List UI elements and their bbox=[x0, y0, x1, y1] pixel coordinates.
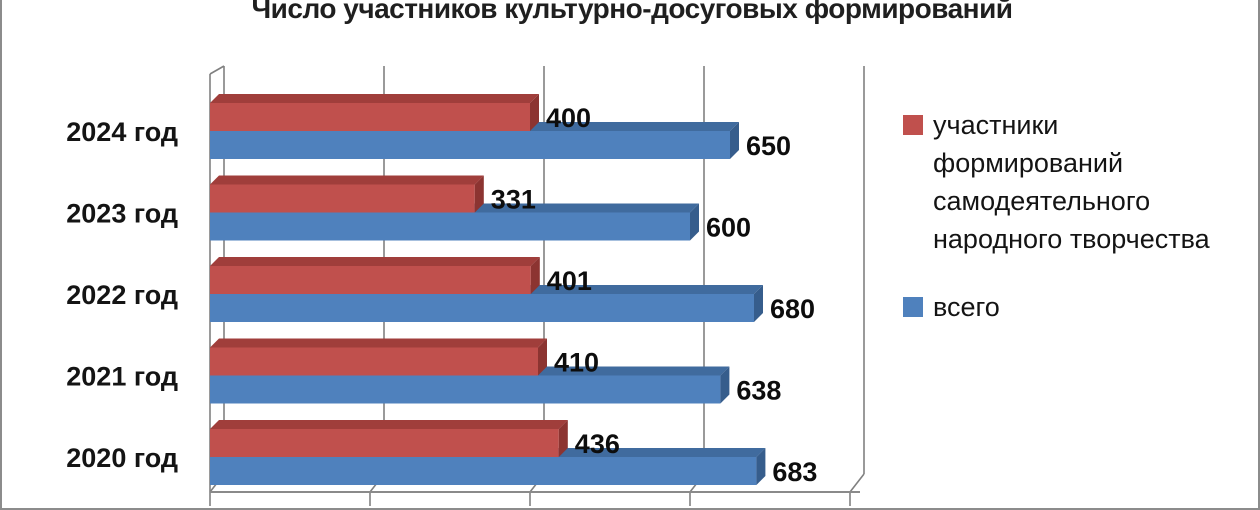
legend-swatch-red bbox=[903, 115, 923, 135]
bar-red-end-cap bbox=[538, 338, 547, 376]
bar-red-end-cap bbox=[530, 94, 539, 131]
bar-blue-end-cap bbox=[730, 122, 739, 159]
bar-red-top-face bbox=[210, 257, 540, 266]
bar-blue-2022 год bbox=[210, 294, 754, 322]
bar-blue-end-cap bbox=[720, 366, 730, 404]
bar-red-2020 год bbox=[210, 429, 559, 457]
data-label-blue: 600 bbox=[706, 213, 751, 243]
bar-red-2021 год bbox=[210, 347, 538, 376]
bar-red-end-cap bbox=[474, 175, 484, 213]
bar-blue-2023 год bbox=[210, 212, 690, 241]
bar-red-top-face bbox=[210, 338, 547, 348]
data-label-red: 331 bbox=[491, 185, 536, 215]
legend: участники формирований самодеятельного н… bbox=[903, 106, 1253, 326]
data-label-blue: 680 bbox=[770, 294, 815, 324]
legend-item-total: всего bbox=[903, 288, 1253, 326]
bar-blue-2020 год bbox=[210, 457, 757, 485]
bar-red-top-face bbox=[210, 175, 484, 185]
chart-title: Число участников культурно-досуговых фор… bbox=[251, 0, 1013, 24]
legend-label-participants: участники формирований самодеятельного н… bbox=[933, 110, 1210, 254]
bar-blue-end-cap bbox=[690, 203, 699, 241]
bar-blue-end-cap bbox=[756, 448, 766, 485]
bar-blue-end-cap bbox=[754, 285, 763, 322]
data-label-blue: 683 bbox=[772, 457, 817, 487]
data-label-blue: 638 bbox=[736, 376, 781, 406]
category-label: 2023 год bbox=[66, 199, 178, 229]
bar-red-2022 год bbox=[210, 266, 531, 294]
bar-red-end-cap bbox=[530, 257, 540, 294]
data-label-red: 410 bbox=[554, 348, 599, 378]
bar-blue-2024 год bbox=[210, 131, 730, 159]
data-label-red: 400 bbox=[546, 103, 591, 133]
bar-red-2023 год bbox=[210, 184, 475, 213]
category-label: 2020 год bbox=[66, 443, 178, 473]
category-label: 2024 год bbox=[66, 117, 178, 147]
category-label: 2022 год bbox=[66, 280, 178, 310]
legend-swatch-blue bbox=[903, 297, 923, 317]
bar-red-top-face bbox=[210, 94, 539, 103]
data-label-red: 436 bbox=[575, 429, 620, 459]
bar-red-2024 год bbox=[210, 103, 530, 131]
floor-diagonal bbox=[849, 473, 865, 493]
category-label: 2021 год bbox=[66, 362, 178, 392]
wall-left-top-diagonal bbox=[209, 65, 225, 75]
bar-blue-2021 год bbox=[210, 375, 721, 404]
data-label-red: 401 bbox=[547, 266, 592, 296]
data-label-blue: 650 bbox=[746, 131, 791, 161]
legend-label-total: всего bbox=[933, 292, 1000, 322]
bar-red-top-face bbox=[210, 420, 568, 429]
bar-red-end-cap bbox=[558, 420, 568, 457]
legend-item-participants: участники формирований самодеятельного н… bbox=[903, 106, 1253, 258]
